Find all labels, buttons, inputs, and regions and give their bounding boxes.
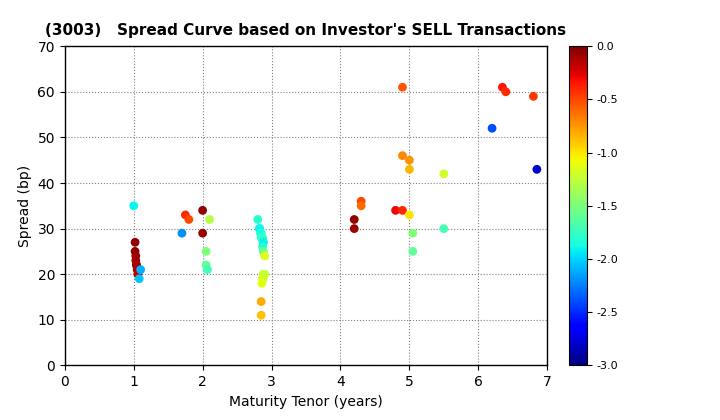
Point [130, 252, 142, 259]
Point [183, 216, 194, 223]
Point [202, 266, 213, 273]
Point [135, 266, 146, 273]
Point [528, 93, 539, 100]
Point [497, 84, 508, 91]
Point [259, 252, 271, 259]
Point [253, 225, 265, 232]
Point [257, 276, 269, 282]
Point [258, 271, 269, 278]
Point [176, 230, 188, 236]
Point [256, 234, 267, 241]
Point [407, 230, 418, 236]
Point [256, 298, 267, 305]
Point [256, 312, 267, 319]
Point [258, 276, 269, 282]
Point [130, 248, 141, 255]
Point [531, 166, 543, 173]
Point [256, 234, 268, 241]
Point [179, 212, 191, 218]
Point [438, 171, 449, 177]
Point [256, 230, 267, 236]
Point [404, 212, 415, 218]
Point [390, 207, 401, 214]
Point [258, 239, 269, 246]
Point [348, 216, 360, 223]
Point [130, 257, 142, 264]
Point [348, 225, 360, 232]
Point [404, 166, 415, 173]
Point [131, 262, 143, 268]
Point [356, 198, 367, 205]
Point [438, 225, 449, 232]
Point [252, 216, 264, 223]
Point [259, 271, 271, 278]
Point [200, 262, 212, 268]
Point [404, 157, 415, 163]
Point [397, 84, 408, 91]
Y-axis label: Spread (bp): Spread (bp) [18, 165, 32, 247]
Point [131, 262, 143, 268]
Point [133, 276, 145, 282]
Point [130, 239, 141, 246]
Point [255, 230, 266, 236]
X-axis label: Maturity Tenor (years): Maturity Tenor (years) [229, 395, 383, 409]
Point [257, 244, 269, 250]
Point [131, 266, 143, 273]
Point [258, 248, 269, 255]
Point [200, 248, 212, 255]
Point [254, 225, 266, 232]
Point [197, 207, 208, 214]
Point [407, 248, 418, 255]
Point [256, 280, 268, 287]
Point [128, 202, 140, 209]
Title: (3003)   Spread Curve based on Investor's SELL Transactions: (3003) Spread Curve based on Investor's … [45, 23, 567, 38]
Point [500, 89, 512, 95]
Point [397, 152, 408, 159]
Point [356, 202, 367, 209]
Point [197, 230, 208, 236]
Point [486, 125, 498, 131]
Point [204, 216, 215, 223]
Point [132, 271, 143, 278]
Point [257, 234, 269, 241]
Point [397, 207, 408, 214]
Point [258, 239, 269, 246]
Point [257, 276, 269, 282]
